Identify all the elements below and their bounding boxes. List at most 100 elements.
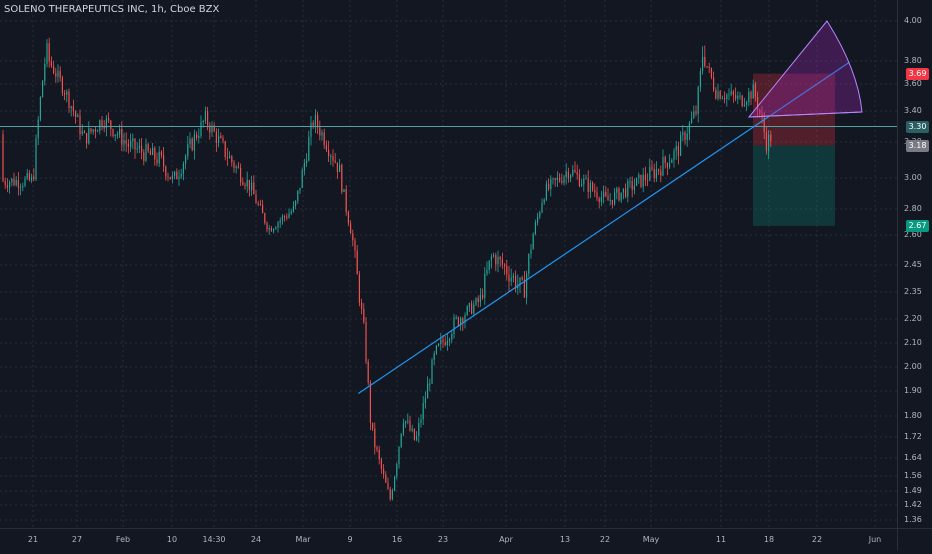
candle-body (303, 162, 305, 171)
candle-body (704, 56, 706, 67)
candle-body (545, 183, 547, 200)
candle-body (488, 260, 490, 270)
price-tick-label: 2.80 (904, 204, 922, 213)
candle-body (273, 229, 275, 232)
candle-body (193, 134, 195, 151)
price-badge: 3.30 (906, 120, 929, 133)
candle-body (647, 180, 649, 182)
price-tick-label: 3.60 (904, 79, 922, 88)
candle-body (398, 446, 400, 465)
candle-body (710, 67, 712, 78)
candle-body (752, 84, 754, 99)
candle-body (363, 308, 365, 323)
candle-body (433, 353, 435, 360)
candle-body (699, 70, 701, 88)
candle-body (508, 274, 510, 282)
candle-body (539, 212, 541, 217)
candle-body (550, 179, 552, 190)
candle-body (253, 182, 255, 195)
candle-body (431, 359, 433, 384)
candle-body (770, 134, 772, 142)
candle-body (625, 188, 627, 197)
candle-body (585, 178, 587, 180)
candle-body (345, 189, 347, 213)
price-tick-label: 3.80 (904, 56, 922, 65)
candle-body (528, 254, 530, 274)
candle-body (312, 122, 314, 126)
candle-body (453, 317, 455, 334)
candle-body (70, 106, 72, 109)
candle-body (231, 156, 233, 163)
time-tick-label: 14:30 (202, 535, 226, 544)
candle-body (290, 211, 292, 214)
candle-body (728, 94, 730, 96)
candle-body (141, 145, 143, 153)
candle-body (198, 136, 200, 139)
candle-body (653, 168, 655, 179)
candle-body (732, 91, 734, 96)
candle-body (523, 279, 525, 298)
candle-body (389, 489, 391, 500)
candle-body (86, 133, 88, 144)
candle-body (147, 144, 149, 152)
candle-body (427, 383, 429, 399)
trend-line (357, 61, 850, 394)
candle-body (578, 174, 580, 187)
time-tick-label: 24 (250, 535, 262, 544)
price-tick-label: 2.45 (904, 260, 922, 269)
candle-body (114, 134, 116, 136)
candle-body (405, 421, 407, 424)
candle-body (682, 132, 684, 136)
candle-body (394, 476, 396, 491)
candle-body (297, 190, 299, 201)
candle-body (361, 302, 363, 309)
candle-body (81, 131, 83, 135)
price-tick-label: 2.00 (904, 362, 922, 371)
time-tick-label: 18 (763, 535, 775, 544)
candle-body (576, 172, 578, 175)
candle-body (152, 147, 154, 155)
candle-body (369, 382, 371, 423)
candle-body (460, 318, 462, 326)
time-tick-label: Mar (295, 535, 311, 544)
time-tick-label: 22 (599, 535, 611, 544)
candle-body (563, 176, 565, 183)
candle-body (611, 199, 613, 205)
candle-body (651, 167, 653, 169)
candle-body (339, 164, 341, 172)
candle-body (156, 159, 158, 164)
candle-body (638, 174, 640, 178)
candle-body (695, 111, 697, 114)
candle-body (154, 147, 156, 160)
candle-body (275, 227, 277, 230)
candle-body (409, 420, 411, 431)
candle-body (444, 342, 446, 346)
candle-body (726, 94, 728, 100)
time-tick-label: Feb (115, 535, 131, 544)
time-tick-label: May (642, 535, 660, 544)
candle-body (561, 180, 563, 183)
candle-body (387, 482, 389, 490)
candle-body (20, 186, 22, 189)
candle-body (627, 181, 629, 197)
candle-body (717, 91, 719, 99)
candle-body (31, 176, 33, 181)
candle-body (416, 436, 418, 440)
candle-body (200, 121, 202, 137)
candle-body (473, 304, 475, 314)
candle-body (761, 113, 763, 118)
candle-body (367, 361, 369, 383)
candle-body (174, 171, 176, 176)
price-tick-label: 1.49 (904, 486, 922, 495)
candle-body (110, 120, 112, 130)
candle-body (530, 249, 532, 255)
candle-body (629, 181, 631, 183)
candle-body (468, 303, 470, 307)
candle-body (4, 181, 6, 186)
candle-body (352, 233, 354, 241)
candle-body (669, 162, 671, 168)
candle-body (132, 138, 134, 142)
candle-body (418, 423, 420, 437)
